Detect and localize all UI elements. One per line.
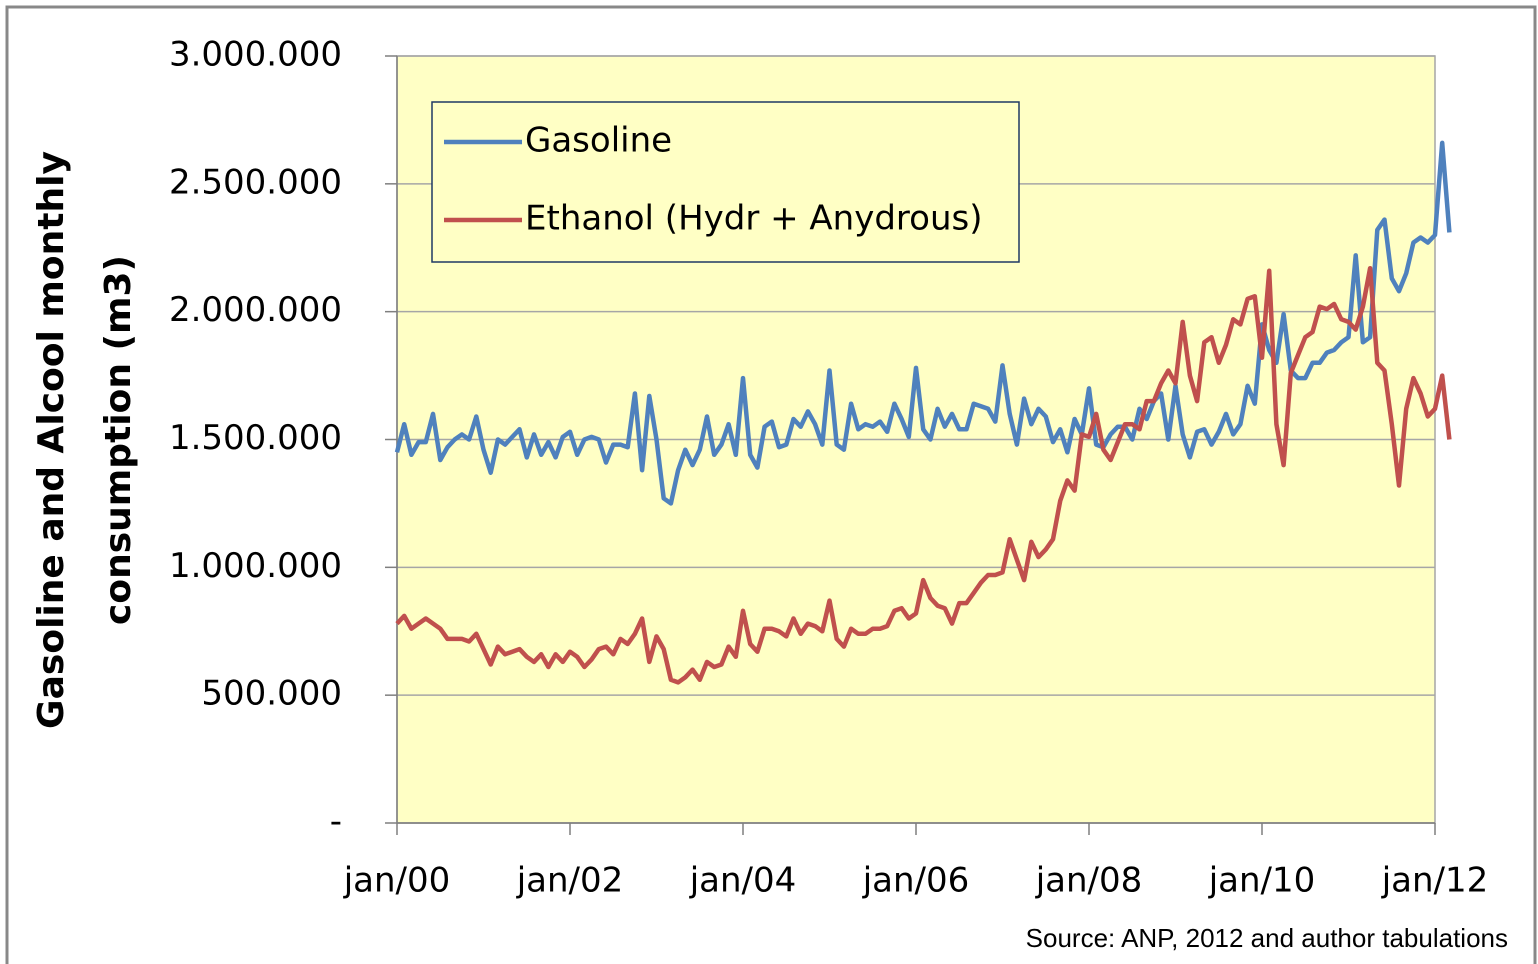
x-tick-label: jan/10: [1208, 861, 1316, 901]
legend-label: Ethanol (Hydr + Anydrous): [525, 199, 983, 239]
x-tick-label: jan/06: [862, 861, 970, 901]
y-tick-label: 2.500.000: [169, 162, 342, 202]
legend-box: [431, 101, 1020, 263]
x-tick-label: jan/12: [1381, 861, 1489, 901]
y-tick-label: 500.000: [201, 674, 342, 714]
y-axis-title: Gasoline and Alcool monthly consumption …: [31, 151, 139, 729]
y-axis-title-line: Gasoline and Alcool monthly: [31, 151, 72, 729]
x-tick-label: jan/04: [689, 861, 797, 901]
data-line: [395, 265, 1452, 685]
y-tick-label: 1.000.000: [169, 546, 342, 586]
legend-label: Gasoline: [525, 121, 672, 161]
y-tick-label: 1.500.000: [169, 418, 342, 458]
x-tick-label: jan/02: [516, 861, 624, 901]
y-axis-title-line: consumption (m3): [98, 255, 139, 625]
source-note: Source: ANP, 2012 and author tabulations: [1026, 923, 1508, 953]
x-tick-label: jan/00: [343, 861, 451, 901]
y-tick-label: 2.000.000: [169, 290, 342, 330]
x-tick-label: jan/08: [1035, 861, 1143, 901]
y-tick-label: -: [330, 802, 342, 842]
y-tick-label: 3.000.000: [169, 35, 342, 75]
